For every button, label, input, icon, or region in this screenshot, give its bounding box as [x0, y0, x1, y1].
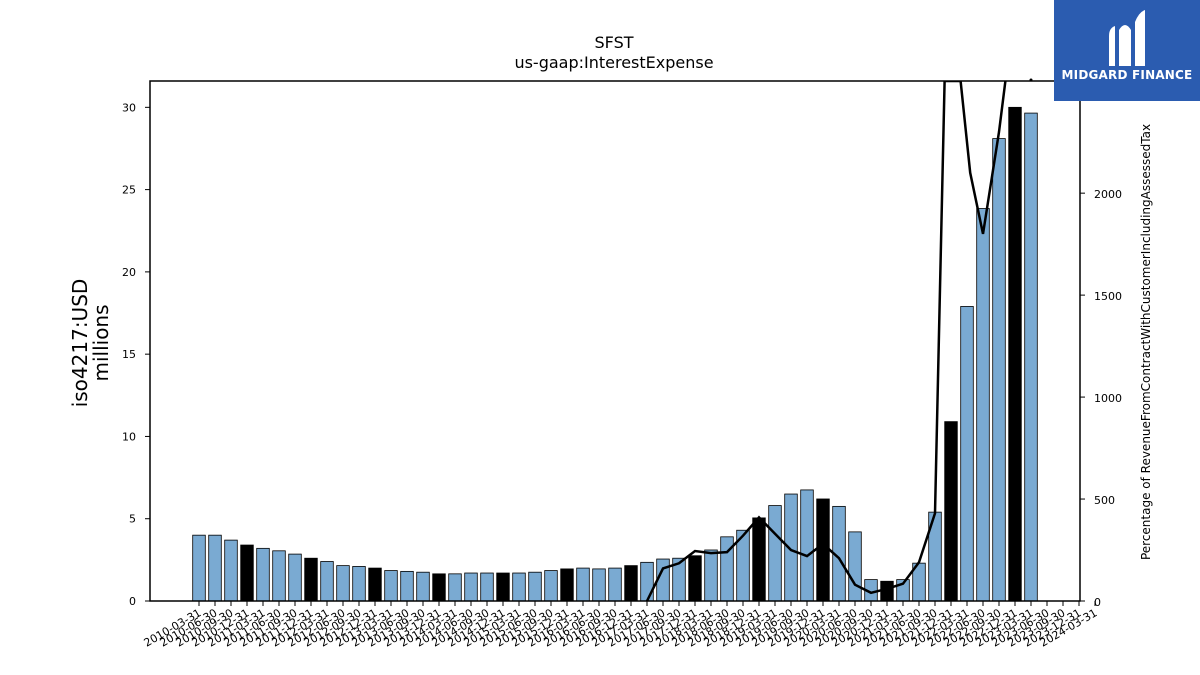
y2-axis-label: Percentage of RevenueFromContractWithCus…	[1139, 124, 1153, 560]
midgard-finance-logo: MIDGARD FINANCE	[1054, 0, 1200, 101]
bar-2014-09-30	[480, 572, 494, 602]
y2-tick-label: 0	[1094, 596, 1101, 609]
bar-2010-12-31	[240, 544, 254, 602]
bar-2017-12-31	[688, 555, 702, 602]
y-tick-label: 0	[129, 595, 136, 608]
bar-2012-03-31	[320, 561, 334, 602]
bar-2021-12-31	[944, 421, 958, 602]
bar-2015-06-30	[528, 571, 542, 602]
bar-2017-03-31	[640, 561, 654, 602]
y-tick-label: 20	[122, 266, 136, 279]
ratio-line	[645, 81, 1007, 601]
bar-2020-06-30	[848, 531, 862, 602]
chart-title: SFST	[594, 33, 633, 52]
bar-2010-03-31	[192, 534, 206, 602]
bar-2015-03-31	[512, 572, 526, 602]
bar-2019-03-31	[768, 505, 782, 602]
bar-2018-12-31	[752, 517, 766, 602]
bar-2013-09-30	[416, 571, 430, 602]
y-tick-label: 25	[122, 184, 136, 197]
bar-2011-12-31	[304, 557, 318, 602]
logo-text: MIDGARD FINANCE	[1061, 68, 1193, 82]
y2-tick-label: 500	[1094, 494, 1115, 507]
bar-2014-06-30	[464, 572, 478, 602]
y-tick-label: 10	[122, 430, 136, 443]
bar-2011-03-31	[256, 547, 270, 602]
x-axis: 2010-03-312010-06-302010-09-302010-12-31…	[142, 601, 1100, 650]
bar-2011-09-30	[288, 553, 302, 602]
chart-subtitle: us-gaap:InterestExpense	[514, 53, 713, 72]
y-tick-label: 5	[129, 513, 136, 526]
y-axis-label-line2: millions	[89, 304, 113, 381]
y-axis-label-line1: iso4217:USD	[68, 279, 92, 408]
bar-2019-09-30	[800, 489, 814, 602]
bar-2013-06-30	[400, 570, 414, 602]
bar-2011-06-30	[272, 550, 286, 602]
bar-2014-12-31	[496, 572, 510, 602]
bar-2015-12-31	[560, 568, 574, 602]
bar-2012-12-31	[368, 567, 382, 602]
bar-2022-03-31	[960, 306, 974, 602]
bar-2023-03-31	[1024, 112, 1038, 602]
y-axis: 0 5 10 15 20 25 30	[122, 101, 150, 608]
bar-2016-12-31	[624, 565, 638, 602]
y2-axis: 0 500 1000 1500 2000	[1080, 188, 1122, 609]
bar-2022-12-31	[1008, 106, 1022, 602]
bar-2018-03-31	[704, 549, 718, 602]
bar-2022-06-30	[976, 208, 990, 602]
y2-tick-label: 1000	[1094, 392, 1122, 405]
bar-2013-03-31	[384, 570, 398, 602]
bar-2022-09-30	[992, 138, 1006, 602]
bar-2019-06-30	[784, 493, 798, 602]
y2-tick-label: 2000	[1094, 188, 1122, 201]
bar-2019-12-31	[816, 498, 830, 602]
bar-2016-03-31	[576, 567, 590, 602]
bar-2010-09-30	[224, 539, 238, 602]
y2-tick-label: 1500	[1094, 290, 1122, 303]
bar-2012-06-30	[336, 565, 350, 602]
logo-mark-icon	[1109, 10, 1145, 66]
bar-2013-12-31	[432, 573, 446, 602]
bar-2012-09-30	[352, 566, 366, 602]
bar-2010-06-30	[208, 534, 222, 602]
bar-2016-09-30	[608, 567, 622, 602]
bar-2014-03-31	[448, 573, 462, 602]
y-tick-label: 30	[122, 101, 136, 114]
y-tick-label: 15	[122, 348, 136, 361]
bar-2015-09-30	[544, 570, 558, 602]
bar-group	[192, 106, 1038, 602]
bar-2016-06-30	[592, 568, 606, 602]
